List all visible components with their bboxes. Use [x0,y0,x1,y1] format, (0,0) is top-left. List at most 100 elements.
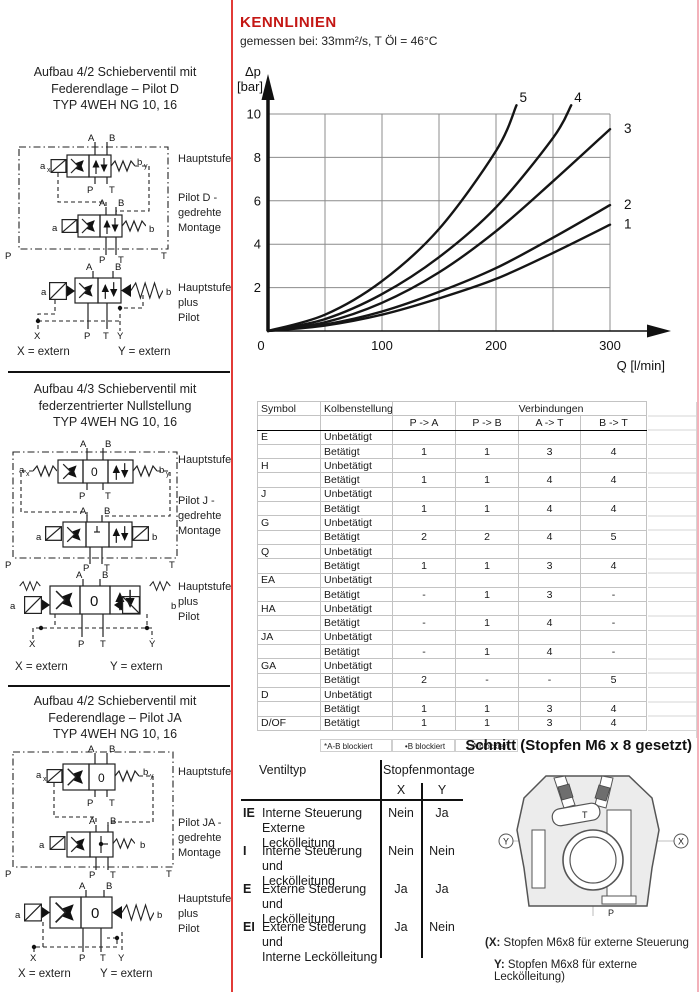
value-cell: 3 [518,558,581,574]
section3-title: Aufbau 4/2 Schieberventil mit Federendla… [33,694,197,741]
port-label: P [5,869,11,880]
extern-y-note: Y = extern [118,346,171,358]
label-hauptstufe: Hauptstufe [178,766,232,778]
table-cell [392,515,456,531]
ventiltyp-desc: Externe Steuerung und Interne Leckölleitu… [262,920,378,964]
table-cell [580,543,647,560]
table-cell [580,629,647,646]
label-hauptstufe-plus-pilot: Hauptstufe plus Pilot [178,282,232,324]
value-cell: - [518,672,581,688]
table-cell [518,629,581,646]
table-cell [580,515,647,531]
extern-x-note: X = extern [18,968,71,980]
table-cell [455,458,519,474]
extern-x-note: X = extern [15,661,68,673]
port-label: P [99,255,105,266]
port-label: A [88,744,95,755]
table-cell [518,686,581,703]
state-cell: Unbetätigt [320,515,393,531]
table-cell [392,572,456,588]
curve-5 [266,104,518,333]
table-cell [580,429,647,445]
curve-label-5: 5 [520,90,528,105]
curve-3 [266,127,612,333]
symbol-cell: G [257,515,321,531]
value-cell: 1 [392,558,456,574]
table-cell [518,429,581,445]
table-cell [580,601,647,617]
state-cell: Betätigt [320,529,393,545]
table-cell [518,543,581,560]
ventiltyp-x-value: Ja [394,920,408,934]
table-cell [455,572,519,588]
value-cell: 1 [455,644,519,660]
table-cell [392,486,456,503]
port-label: T [166,869,172,880]
ventiltyp-y-value: Nein [429,920,455,934]
table-cell [455,486,519,503]
symbol-cell: E [257,429,321,445]
symbol-cell [257,701,321,717]
port-label: Y [503,837,509,847]
value-cell: 4 [580,715,647,731]
table-cell [518,486,581,503]
section1-title-line2: Federendlage – Pilot D [51,81,179,96]
value-cell: - [392,586,456,603]
value-cell: 5 [580,672,647,688]
solenoid-label: a [36,770,42,781]
value-cell: 1 [392,701,456,717]
col-header-symbol: Symbol [257,400,321,417]
center-position-label: 0 [91,905,99,922]
solenoid-label: a [41,287,47,298]
port-label: T [109,798,115,809]
spring-label: b [137,157,142,168]
port-label: T [161,251,167,262]
center-position-label: 0 [91,465,98,479]
port-label: B [110,816,116,827]
state-cell: Unbetätigt [320,458,393,474]
port-label: B [104,506,110,517]
y-tick-label: 2 [254,280,261,295]
symbol-cell [257,586,321,603]
col-header-p-b: P -> B [455,415,519,431]
value-cell: 2 [392,672,456,688]
table-cell [392,629,456,646]
state-cell: Unbetätigt [320,572,393,588]
port-label: T [104,563,110,574]
table-cell [518,458,581,474]
table-cell [455,686,519,703]
state-cell: Unbetätigt [320,601,393,617]
table-cell [580,486,647,503]
column-divider-line [231,0,233,992]
value-cell: 1 [392,472,456,488]
y-axis-arrow [261,74,275,100]
value-cell: 4 [518,529,581,545]
value-cell: - [580,586,647,603]
table-cell [455,543,519,560]
port-label: y [150,773,154,780]
solenoid-label: b [171,601,176,612]
value-cell: 1 [392,443,456,460]
port-label: P [79,953,85,964]
table-cell [392,429,456,445]
table-cell [455,629,519,646]
table-cell [392,543,456,560]
section1-title-line1: Aufbau 4/2 Schieberventil mit [33,65,197,79]
port-label: A [79,881,86,892]
section-divider [8,371,230,373]
value-cell: 4 [518,472,581,488]
col-y-header: Y [437,783,447,797]
ventiltyp-x-value: Ja [394,882,408,896]
port-label: B [102,570,108,581]
port-label: B [105,440,111,450]
state-cell: Betätigt [320,644,393,660]
symbol-cell [257,615,321,631]
solenoid-label: a [15,910,21,921]
value-cell: 1 [455,472,519,488]
x-tick-label: 200 [485,338,507,353]
curve-label-4: 4 [574,90,582,105]
label-pilot-ja: Pilot JA - gedrehte Montage [178,817,222,859]
table-cell [518,658,581,674]
